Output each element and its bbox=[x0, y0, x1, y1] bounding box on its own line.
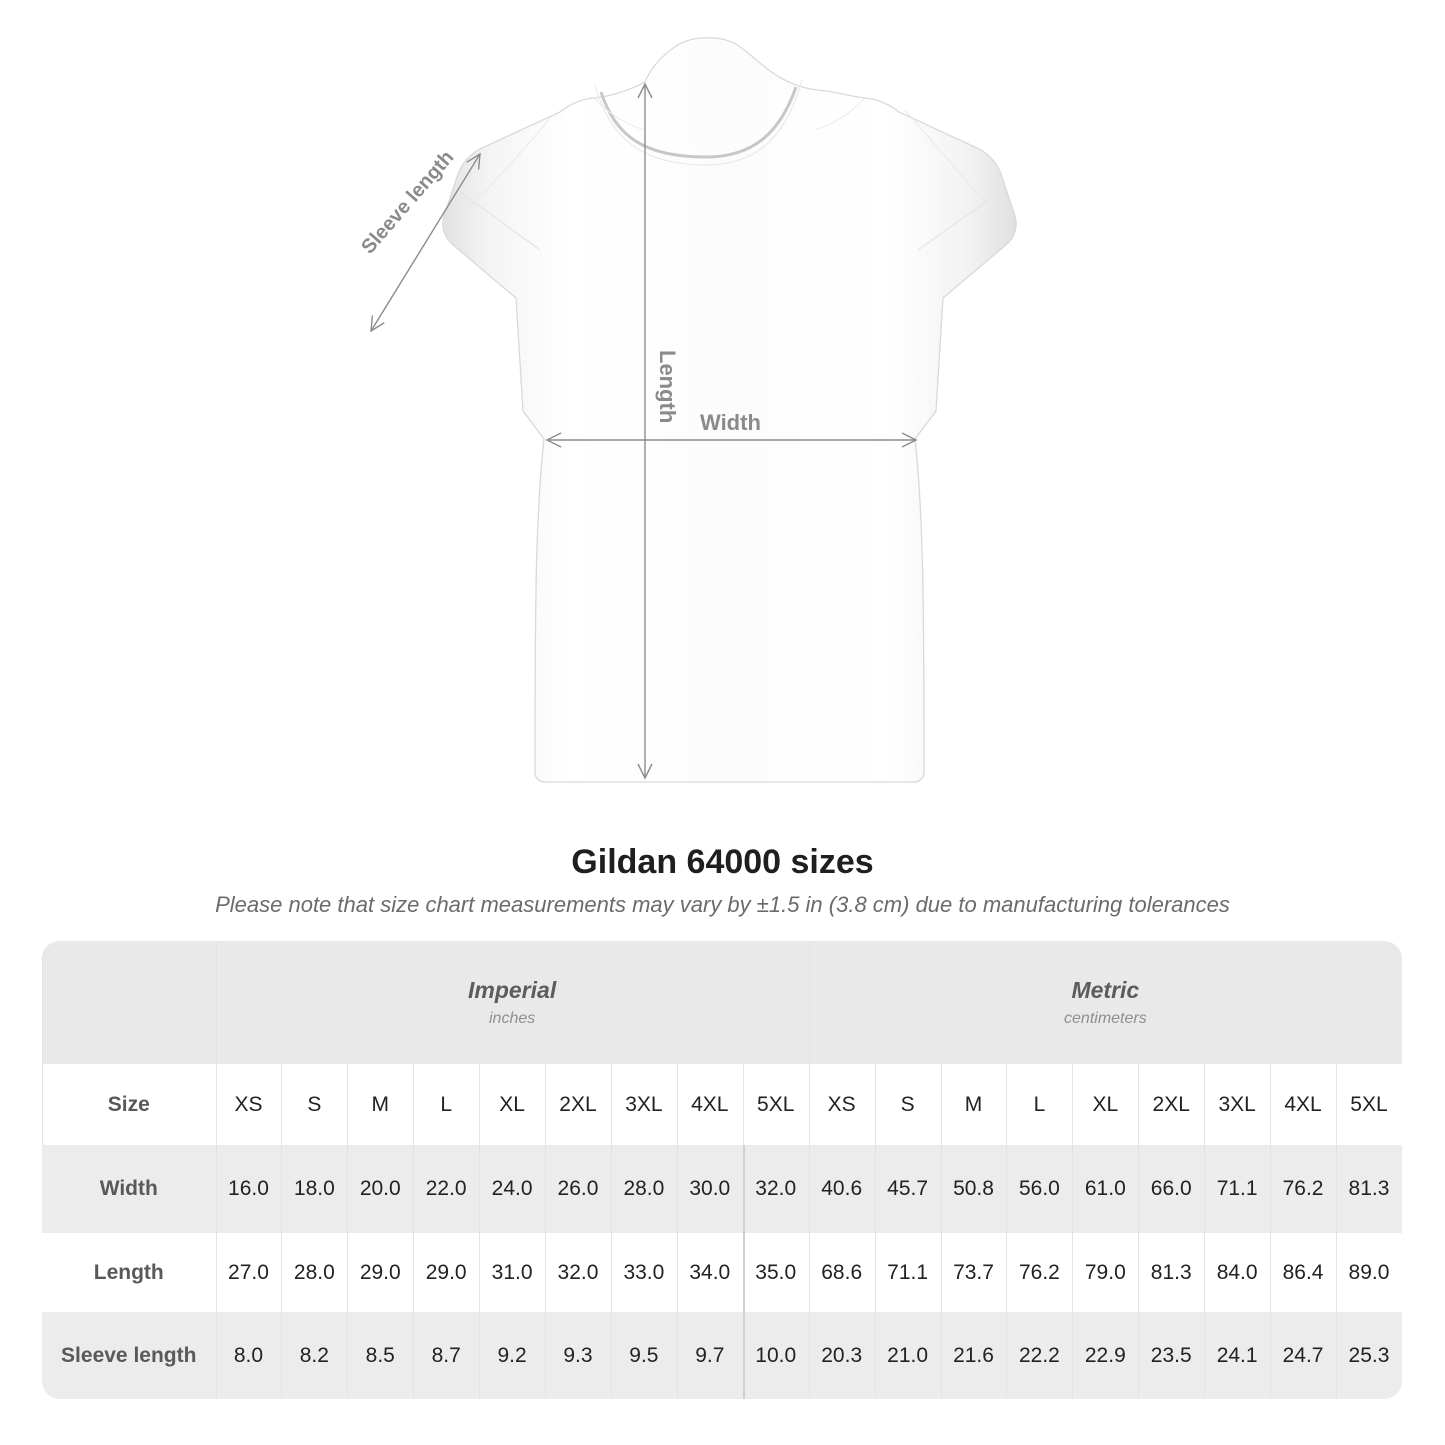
svg-text:Width: Width bbox=[700, 410, 761, 435]
svg-text:Sleeve length: Sleeve length bbox=[357, 147, 458, 259]
svg-text:Length: Length bbox=[655, 350, 680, 423]
